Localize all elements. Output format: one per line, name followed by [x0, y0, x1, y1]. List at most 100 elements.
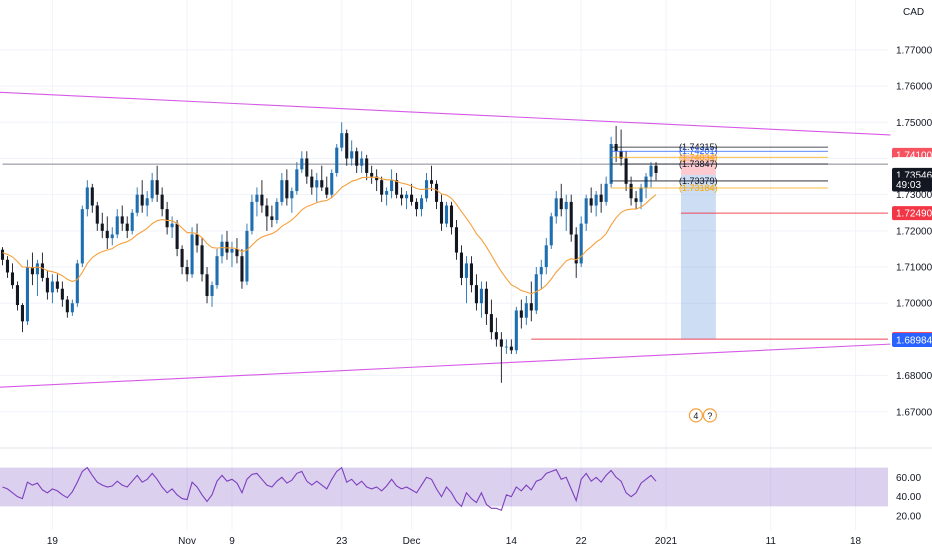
- candles: [0, 122, 658, 383]
- candle-body: [454, 227, 459, 253]
- price-tick-label: 1.76000: [896, 82, 932, 93]
- candle-body: [375, 176, 379, 181]
- triangle-lower-line: [0, 343, 891, 388]
- candle-body: [135, 194, 139, 213]
- candle-body: [75, 263, 79, 304]
- candle-body: [539, 267, 543, 275]
- time-tick-label: 2021: [655, 536, 678, 547]
- rsi-line: [2, 466, 657, 512]
- candle-body: [55, 281, 59, 289]
- candle-body: [604, 183, 608, 202]
- candle-body: [40, 263, 44, 278]
- price-badge: [892, 177, 932, 192]
- candle-body: [160, 194, 164, 210]
- time-tick-label: 22: [576, 536, 588, 547]
- candle-body: [270, 216, 274, 220]
- candle-body: [180, 248, 184, 268]
- candle-body: [0, 249, 5, 260]
- price-tick-label: 1.75000: [896, 118, 932, 129]
- ema-line: [2, 176, 657, 295]
- price-badge-label: 49:03: [896, 180, 921, 191]
- candle-body: [240, 256, 244, 282]
- price-badge: [892, 206, 932, 221]
- candle-body: [559, 198, 563, 210]
- candle-body: [110, 234, 114, 239]
- candle-body: [15, 285, 20, 306]
- time-axis[interactable]: 19 Nov 9 23 Dec 14 22 2021 11 18: [47, 536, 862, 547]
- candle-body: [410, 194, 414, 202]
- candle-body: [250, 201, 254, 231]
- candle-body: [345, 133, 349, 159]
- price-badge-label: 1.73546: [896, 170, 932, 181]
- candle-body: [504, 346, 508, 348]
- candle-body: [175, 223, 179, 249]
- candle-body: [380, 180, 384, 195]
- candle-body: [90, 187, 94, 206]
- candle-body: [235, 248, 239, 257]
- event-markers[interactable]: 4?: [688, 408, 718, 423]
- candle-body: [579, 223, 583, 264]
- candle-body: [350, 151, 354, 159]
- candle-body: [335, 147, 339, 173]
- moving-average: [2, 176, 657, 295]
- fib-level-label: (1.73847): [679, 159, 718, 169]
- candle-body: [70, 303, 74, 313]
- candle-body: [390, 180, 394, 192]
- candle-body: [549, 216, 553, 246]
- fib-levels: (1.74315)(1.74201)(1.74034)(1.73847) (1.7…: [611, 142, 828, 193]
- time-tick-label: 23: [336, 536, 348, 547]
- candle-body: [190, 234, 194, 275]
- price-badge-label: 1.68984: [896, 335, 932, 346]
- candle-body: [365, 158, 369, 173]
- candle-body: [35, 263, 39, 275]
- rsi-pane[interactable]: 60.00 40.00 20.00: [0, 447, 932, 523]
- candle-body: [265, 205, 269, 217]
- candle-body: [280, 180, 284, 202]
- candle-body: [205, 274, 209, 296]
- candle-body: [290, 191, 294, 199]
- price-tick-label: 1.70000: [896, 299, 932, 310]
- candle-body: [60, 288, 64, 300]
- price-badge: [892, 332, 932, 347]
- candle-body: [165, 209, 169, 228]
- candle-body: [315, 180, 319, 188]
- candle-body: [5, 259, 10, 273]
- candle-body: [569, 201, 573, 235]
- candle-body: [420, 198, 424, 210]
- time-tick-label: Dec: [403, 536, 421, 547]
- candle-body: [649, 165, 653, 177]
- rsi-tick-label: 20.00: [896, 512, 921, 523]
- candle-body: [50, 281, 54, 293]
- candle-body: [599, 194, 603, 202]
- candle-body: [295, 169, 299, 192]
- price-tick-label: 1.72000: [896, 226, 932, 237]
- candle-body: [524, 303, 528, 318]
- position-stop-zone: [680, 154, 716, 175]
- candle-body: [325, 187, 329, 195]
- candle-body: [245, 230, 249, 282]
- candle-body: [434, 183, 439, 202]
- candle-body: [330, 172, 334, 195]
- candle-body: [370, 172, 374, 177]
- fib-level-label: (1.73184): [679, 183, 718, 193]
- candle-body: [310, 176, 314, 188]
- candle-body: [305, 158, 309, 177]
- fib-level-label: (1.74201): [679, 146, 718, 156]
- candle-body: [95, 205, 99, 224]
- candle-body: [544, 245, 548, 268]
- currency-label: CAD: [903, 7, 924, 18]
- candle-body: [474, 285, 478, 304]
- candle-body: [45, 277, 49, 293]
- candle-body: [355, 151, 359, 166]
- candle-body: [634, 198, 638, 202]
- candle-body: [589, 198, 593, 206]
- candle-body: [360, 158, 364, 166]
- candle-body: [534, 274, 538, 311]
- rsi-tick-label: 60.00: [896, 473, 921, 484]
- candle-body: [275, 201, 279, 220]
- candle-body: [514, 310, 518, 351]
- candle-body: [509, 346, 513, 351]
- price-badge-label: - 1.73844: [896, 160, 932, 171]
- candle-body: [80, 209, 84, 264]
